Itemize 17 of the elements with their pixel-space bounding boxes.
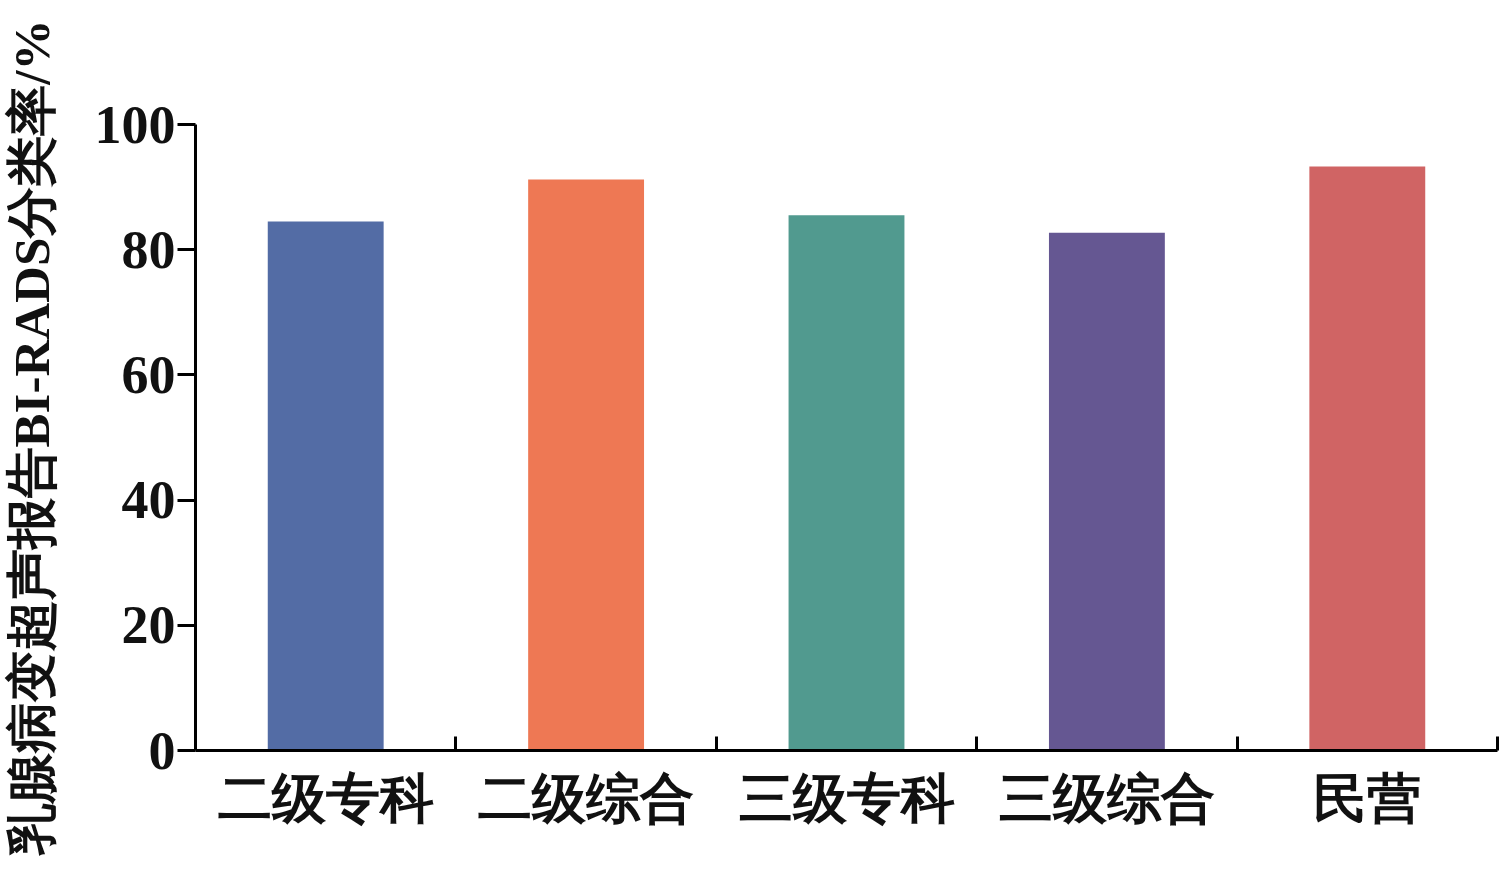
y-axis-title: 乳腺病变超声报告BI-RADS分类率/%: [3, 19, 60, 858]
x-tick-label: 民营: [1313, 768, 1422, 829]
y-tick-label: 60: [121, 344, 176, 405]
bar: [528, 179, 645, 751]
y-tick-label: 40: [121, 470, 176, 531]
bar: [267, 221, 384, 751]
y-tick-label: 0: [148, 720, 176, 781]
y-tick-label: 100: [94, 94, 176, 155]
x-tick-label: 三级综合: [998, 768, 1215, 829]
x-tick-label: 二级综合: [478, 768, 695, 829]
bar: [1048, 232, 1165, 751]
bar: [788, 215, 905, 751]
y-tick-label: 80: [121, 219, 176, 280]
y-tick-label: 20: [121, 595, 176, 656]
x-tick-label: 三级专科: [738, 768, 955, 829]
x-tick-label: 二级专科: [217, 768, 434, 829]
bar: [1309, 166, 1426, 751]
